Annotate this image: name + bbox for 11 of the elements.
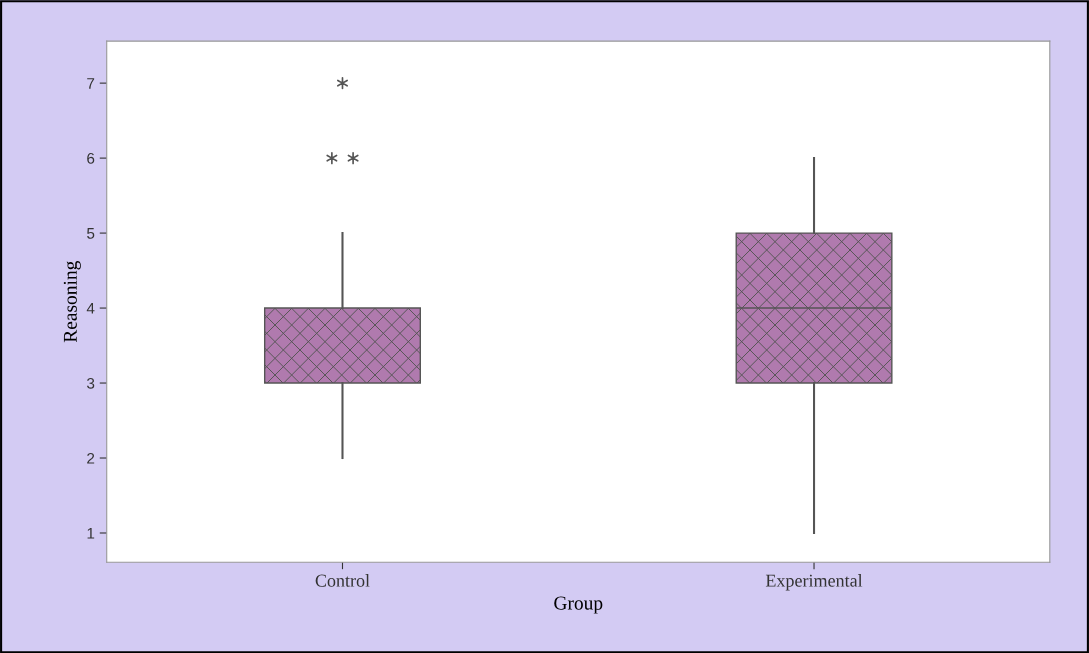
y-tick-label: 7 [87,78,95,89]
y-axis-title: Reasoning [63,261,81,343]
y-tick-label: 4 [86,303,95,314]
x-axis-title: Group [554,596,603,614]
y-tick-label: 3 [87,377,95,389]
y-tick-label: 6 [87,152,95,164]
y-tick-label: 1 [87,528,95,539]
y-tick-label: 5 [87,228,95,239]
x-tick-label: Control [315,574,370,587]
x-tick-label: Experimental [765,574,863,591]
y-tick-label: 2 [87,452,95,464]
